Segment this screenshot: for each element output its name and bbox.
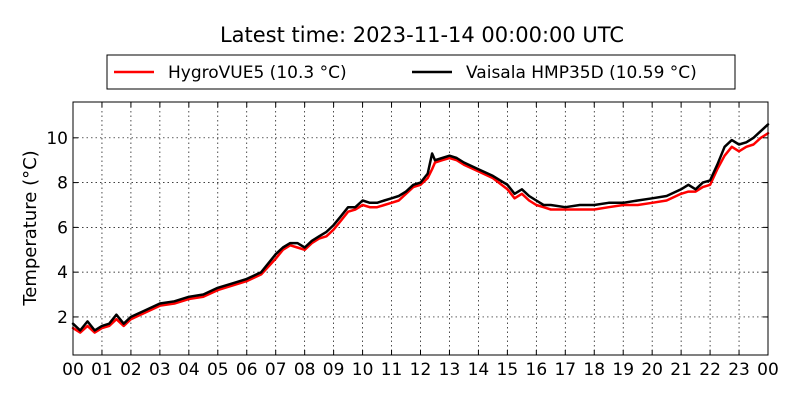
legend-label-hmp35d: Vaisala HMP35D (10.59 °C) xyxy=(466,63,697,83)
y-tick-label: 4 xyxy=(57,263,68,283)
x-tick-label: 08 xyxy=(294,360,316,380)
x-tick-label: 04 xyxy=(178,360,200,380)
x-tick-label: 20 xyxy=(641,360,663,380)
x-tick-label: 18 xyxy=(583,360,605,380)
y-tick-label: 8 xyxy=(57,174,68,194)
x-tick-label: 07 xyxy=(265,360,287,380)
y-axis-label: Temperature (°C) xyxy=(20,150,41,306)
x-tick-label: 19 xyxy=(612,360,634,380)
x-tick-label: 05 xyxy=(207,360,229,380)
series-line-hygrovue5 xyxy=(71,132,770,334)
x-tick-label: 10 xyxy=(352,360,374,380)
series-group xyxy=(71,123,770,334)
x-tick-label: 22 xyxy=(699,360,721,380)
legend-box xyxy=(106,54,736,90)
chart-title: Latest time: 2023-11-14 00:00:00 UTC xyxy=(220,23,624,47)
x-tick-label: 01 xyxy=(91,360,113,380)
x-tick-label: 11 xyxy=(381,360,403,380)
y-tick-label: 6 xyxy=(57,218,68,238)
x-tick-label: 06 xyxy=(236,360,258,380)
x-tick-label: 00 xyxy=(62,360,84,380)
grid xyxy=(73,102,768,355)
x-tick-label: 14 xyxy=(468,360,490,380)
x-tick-label: 12 xyxy=(410,360,432,380)
x-tick-label: 21 xyxy=(670,360,692,380)
legend: HygroVUE5 (10.3 °C) Vaisala HMP35D (10.5… xyxy=(106,54,736,90)
x-tick-label: 03 xyxy=(149,360,171,380)
y-tick-label: 10 xyxy=(46,129,68,149)
x-tick-label: 09 xyxy=(323,360,345,380)
x-tick-label: 13 xyxy=(439,360,461,380)
x-tick-label: 16 xyxy=(526,360,548,380)
x-tick-label: 17 xyxy=(554,360,576,380)
x-tick-label: 23 xyxy=(728,360,750,380)
x-tick-label: 15 xyxy=(497,360,519,380)
series-line-hmp35d xyxy=(71,123,770,332)
legend-label-hygrovue5: HygroVUE5 (10.3 °C) xyxy=(168,63,347,83)
x-tick-label: 00 xyxy=(757,360,779,380)
axis-ticks: 00 01 02 03 04 05 06 07 08 09 10 11 12 13 14 15 16 17 18 19… xyxy=(46,102,779,380)
x-tick-label: 02 xyxy=(120,360,142,380)
y-tick-label: 2 xyxy=(57,308,68,328)
